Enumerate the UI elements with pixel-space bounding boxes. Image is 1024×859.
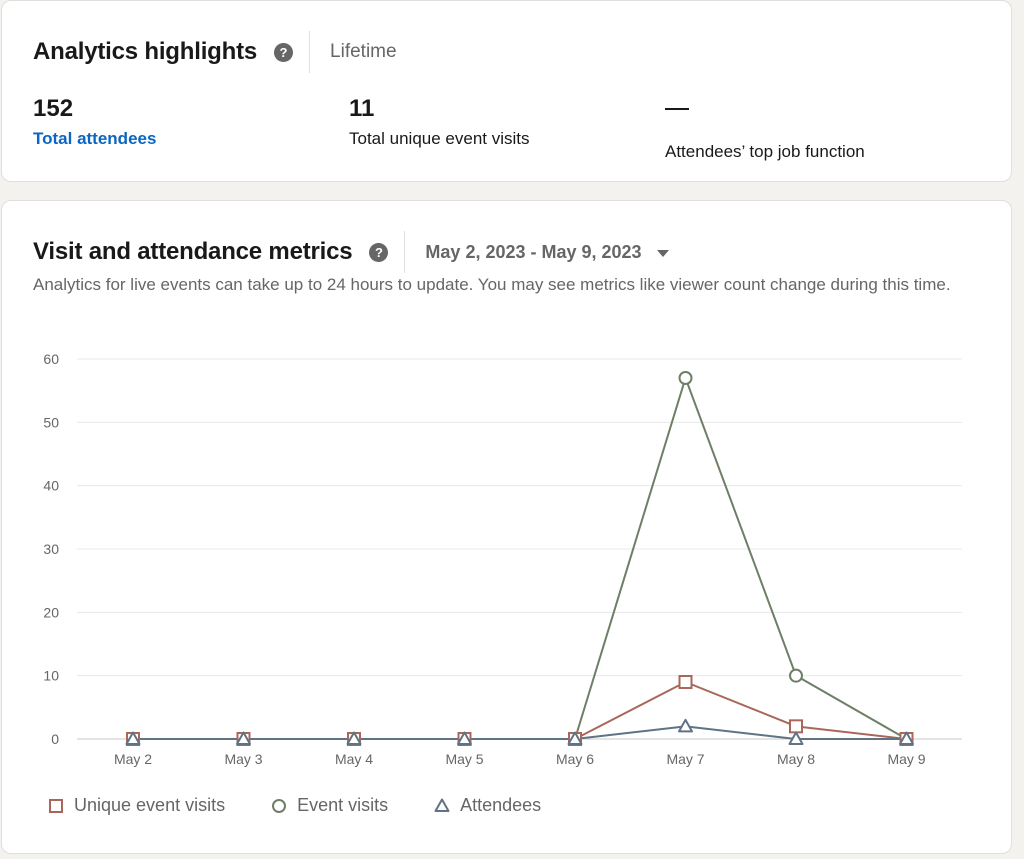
data-point-triangle [899,731,914,745]
data-point-triangle [678,718,693,733]
stat-label: Total unique event visits [349,129,530,148]
analytics-highlights-card: Analytics highlights ? Lifetime 152 Tota… [1,0,1012,182]
data-point-triangle [567,731,583,745]
x-tick-label: May 7 [666,751,704,767]
metrics-header: Visit and attendance metrics ? May 2, 20… [33,231,669,273]
data-point-circle [678,371,693,385]
data-point-triangle [457,731,472,745]
series-line-attendees [133,725,907,740]
caret-down-icon [656,250,669,257]
data-point-circle [789,668,803,683]
update-notice: Analytics for live events can take up to… [33,275,951,294]
y-tick-label: 30 [43,541,59,557]
x-tick-label: May 2 [114,751,152,767]
y-tick-label: 10 [43,668,59,684]
y-tick-label: 60 [43,351,59,367]
x-tick-label: May 8 [777,751,815,767]
x-tick-label: May 6 [556,751,594,767]
legend-item-unique-event-visits[interactable]: Unique event visits [48,795,225,816]
question-circle-icon[interactable]: ? [369,242,389,262]
stat-unique-event-visits: 11 Total unique event visits [349,95,530,149]
header-divider [404,231,406,273]
y-tick-label: 40 [43,478,59,494]
legend-label: Unique event visits [74,795,226,815]
data-point-triangle [346,731,362,745]
header-divider [309,31,311,73]
x-tick-label: May 5 [445,751,483,767]
date-range-dropdown[interactable]: May 2, 2023 - May 9, 2023 [425,241,669,263]
visit-attendance-metrics-card: Visit and attendance metrics ? May 2, 20… [1,200,1012,854]
data-point-square [678,675,693,689]
date-range-label: May 2, 2023 - May 9, 2023 [425,241,642,262]
highlights-header: Analytics highlights ? Lifetime [33,31,397,73]
stat-total-attendees: 152 Total attendees [33,95,156,149]
y-tick-label: 20 [43,604,59,620]
data-point-triangle [125,731,141,745]
stat-label: Attendees’ top job function [665,142,865,161]
y-tick-label: 0 [51,731,59,747]
chart-legend: Unique event visits Event visits Attendees [48,795,587,816]
question-circle-icon[interactable]: ? [274,42,294,62]
data-point-triangle [236,731,251,745]
x-tick-label: May 3 [224,751,262,767]
legend-marker-square [49,798,63,813]
metrics-line-chart: 0 10 20 30 40 50 60 May 2 May 3 May 4 May 5 May 6 Ma… [43,351,962,767]
stat-value: 11 [349,95,375,122]
legend-item-attendees[interactable]: Attendees [434,795,541,816]
triangle-marker-icon [434,798,450,812]
stat-value: 152 [33,95,74,122]
total-attendees-link[interactable]: Total attendees [33,129,157,148]
x-tick-label: May 9 [887,751,925,767]
period-label: Lifetime [330,41,397,62]
empty-value-dash [665,108,689,110]
circle-marker-icon [272,798,287,813]
legend-marker-triangle [434,798,450,812]
legend-label: Event visits [297,795,389,815]
square-marker-icon [49,798,63,813]
data-point-square [789,719,803,734]
metrics-title: Visit and attendance metrics [33,238,353,265]
highlights-title: Analytics highlights [33,38,258,65]
stat-top-job-function: Attendees’ top job function [665,95,865,162]
x-tick-label: May 4 [335,751,373,767]
stat-value-empty [665,108,865,136]
legend-item-event-visits[interactable]: Event visits [271,795,388,816]
series-line-event-visits [133,377,907,740]
y-tick-label: 50 [43,414,59,430]
legend-marker-circle [272,798,287,813]
data-point-triangle [788,731,804,745]
legend-label: Attendees [460,795,542,815]
